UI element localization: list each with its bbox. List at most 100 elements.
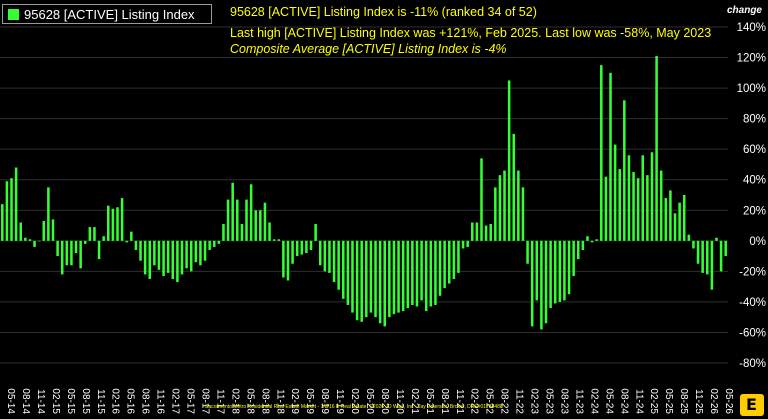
bar [507,80,511,241]
x-tick-label: 02-21 [409,388,420,414]
x-tick-label: 08-18 [259,388,270,414]
bar [365,240,368,318]
bar [240,224,244,241]
x-tick-label: 11-23 [573,389,584,414]
bar [111,208,115,241]
bar [609,72,612,241]
y-tick-label: -40% [739,297,766,309]
bar [618,169,621,241]
bar [208,240,211,250]
bar [107,205,110,241]
legend: 95628 [ACTIVE] Listing Index [2,4,212,24]
bar [162,240,165,276]
bar [351,240,354,313]
x-tick-label: 08-19 [319,388,330,414]
bars [1,56,727,330]
x-tick-label: 11-19 [334,389,345,414]
bar [360,240,363,322]
bar [401,240,405,312]
y-tick-label: 120% [737,53,766,65]
bar [540,240,543,330]
bar [37,240,41,242]
bar [424,240,428,312]
bar [323,240,327,272]
bar [517,170,520,241]
x-tick-label: 08-24 [618,388,629,414]
y-tick-label: 20% [743,205,766,217]
bar [411,240,414,305]
x-tick-label: 02-25 [648,388,659,414]
bar [471,222,474,241]
bar [512,133,516,241]
bar [143,240,147,275]
bar [295,240,299,257]
bar [669,190,672,241]
x-tick-label: 08-20 [379,388,390,414]
x-tick-label: 08-16 [140,388,151,414]
bar [627,155,631,241]
bar [24,237,27,241]
bar [259,210,262,241]
bar [623,100,626,241]
bar [595,239,598,241]
bar [641,155,645,241]
x-tick-label: 11-20 [394,389,405,414]
bar [664,198,668,241]
y-tick-label: 40% [743,175,766,187]
bar [646,175,649,241]
bar [176,240,179,283]
x-tick-label: 11-24 [633,389,644,414]
x-tick-label: 05-23 [544,388,555,414]
x-tick-label: 02-26 [708,388,719,414]
x-tick-label: 11-15 [95,389,106,414]
bar [355,240,359,321]
bar [342,240,345,299]
brand-logo-icon: E [740,394,764,416]
x-tick-label: 11-21 [454,389,465,414]
bar [88,227,92,241]
bar [337,240,340,290]
bar [378,240,382,324]
bar [318,240,322,266]
legend-swatch [8,9,19,20]
bar [447,240,451,284]
bar [461,240,465,249]
bar [277,239,281,241]
bar [489,224,492,241]
bar [180,240,184,275]
bar [553,240,557,304]
x-tick-label: 05-16 [125,388,136,414]
bar [567,240,571,295]
bar [263,202,267,241]
bar [636,178,640,241]
x-tick-label: 05-22 [484,388,495,414]
bar [93,227,96,241]
bar [125,240,128,243]
bar [521,187,525,241]
x-tick-label: 02-23 [529,388,540,414]
x-tick-label: 08-17 [199,388,210,414]
x-tick-label: 05-14 [5,388,16,414]
bar [544,240,548,324]
x-tick-label: 11-16 [155,389,166,414]
bar [434,240,437,305]
bar [42,220,46,241]
x-tick-label: 11-18 [274,389,285,414]
bar [236,199,239,241]
bar [586,236,589,241]
bar [392,240,396,315]
bar [558,240,562,302]
bar [563,240,566,301]
bar [480,158,483,241]
bar [682,195,686,241]
y-tick-label: 100% [737,83,766,95]
bar [604,176,608,241]
x-tick-label: 02-20 [349,388,360,414]
bar [185,240,188,269]
bar [28,239,32,241]
bar [673,213,677,241]
bar [286,240,290,281]
bar [314,224,317,241]
bar [254,210,257,241]
bar [60,240,64,275]
